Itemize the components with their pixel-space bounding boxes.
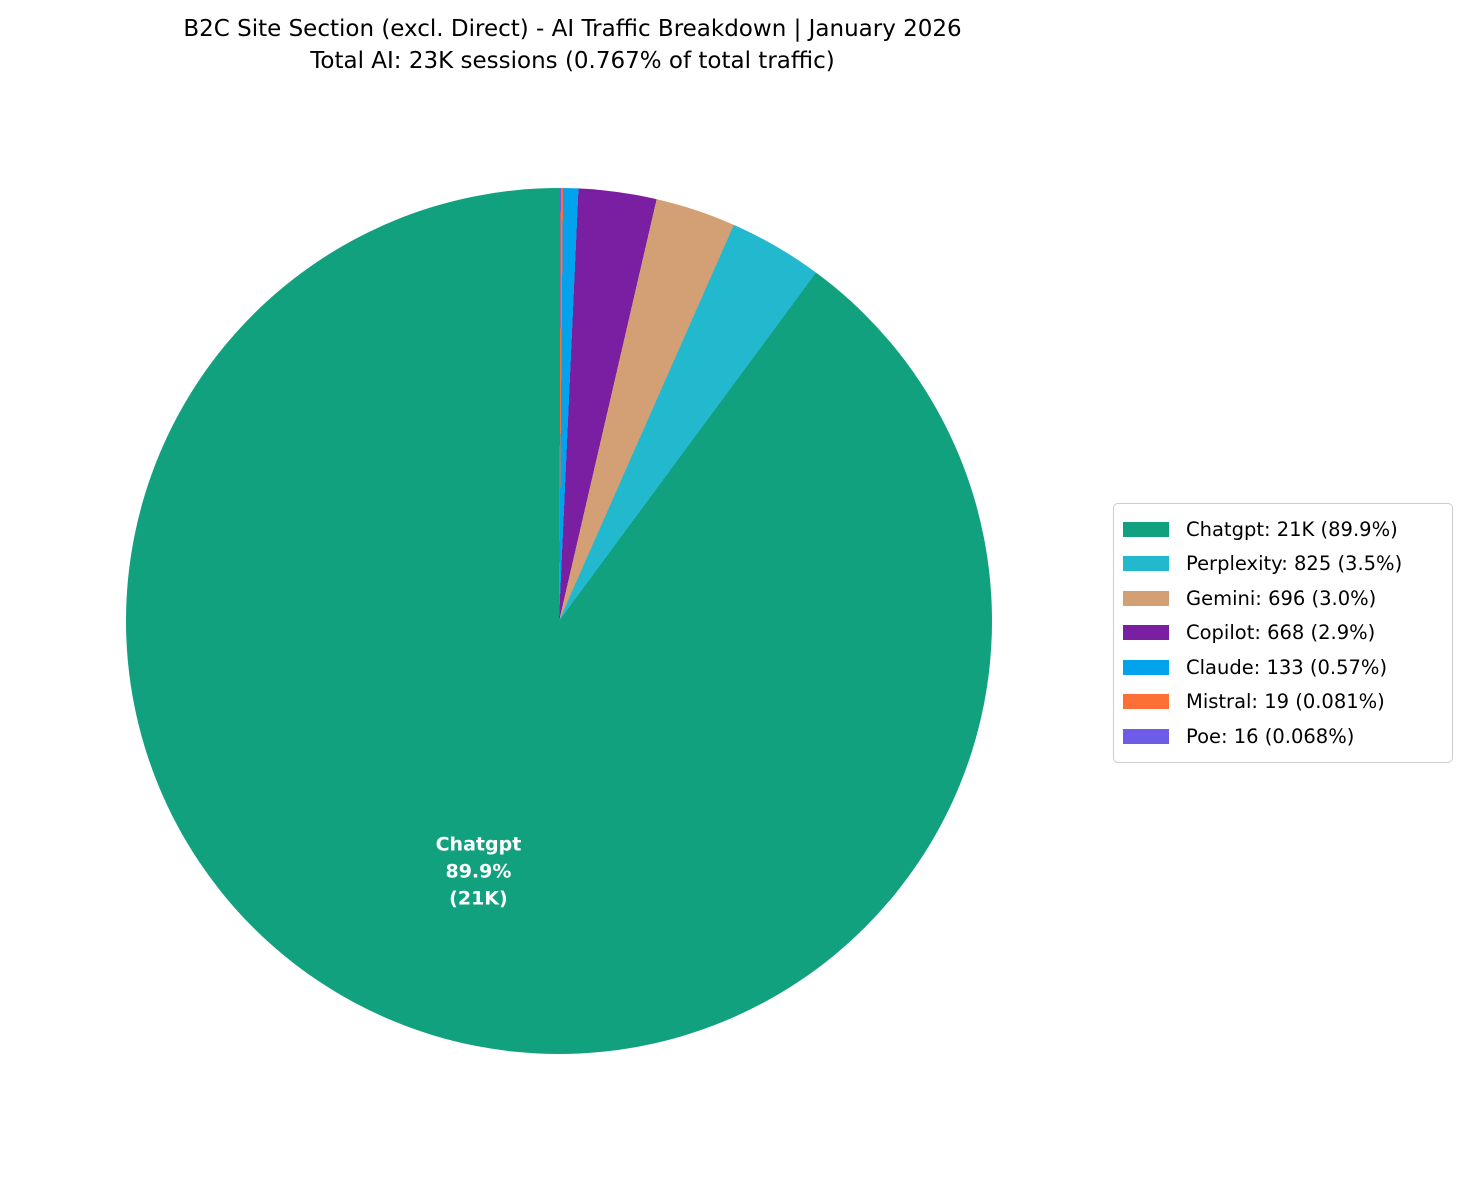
legend-item: Mistral: 19 (0.081%) [1123,685,1442,720]
legend-label: Mistral: 19 (0.081%) [1186,690,1385,714]
pie-slice-label: Chatgpt 89.9% (21K) [436,832,522,913]
legend-item: Perplexity: 825 (3.5%) [1123,547,1442,582]
legend-swatch [1123,590,1169,606]
pie-slice-label-value: (21K) [449,887,508,910]
legend-label: Poe: 16 (0.068%) [1186,724,1355,748]
legend-item: Copilot: 668 (2.9%) [1123,616,1442,651]
legend-swatch [1123,694,1169,710]
legend-label: Chatgpt: 21K (89.9%) [1186,517,1398,541]
legend-swatch [1123,728,1169,744]
legend-item: Poe: 16 (0.068%) [1123,719,1442,754]
page-subtitle: Total AI: 23K sessions (0.767% of total … [310,48,835,74]
legend-label: Copilot: 668 (2.9%) [1186,621,1376,645]
legend-label: Gemini: 696 (3.0%) [1186,586,1377,610]
pie-slice-label-pct: 89.9% [445,860,512,883]
chart-title-block: B2C Site Section (excl. Direct) - AI Tra… [0,13,1145,77]
legend-label: Claude: 133 (0.57%) [1186,655,1388,679]
legend-swatch [1123,556,1169,572]
legend-swatch [1123,625,1169,641]
legend-label: Perplexity: 825 (3.5%) [1186,552,1403,576]
legend-item: Chatgpt: 21K (89.9%) [1123,512,1442,547]
legend-item: Gemini: 696 (3.0%) [1123,581,1442,616]
page-title: B2C Site Section (excl. Direct) - AI Tra… [183,16,962,42]
legend-item: Claude: 133 (0.57%) [1123,650,1442,685]
legend-swatch [1123,521,1169,537]
legend: Chatgpt: 21K (89.9%) Perplexity: 825 (3.… [1113,503,1453,763]
pie-slice-label-name: Chatgpt [435,833,522,856]
legend-swatch [1123,659,1169,675]
pie-chart: Chatgpt 89.9% (21K) [126,188,992,1054]
